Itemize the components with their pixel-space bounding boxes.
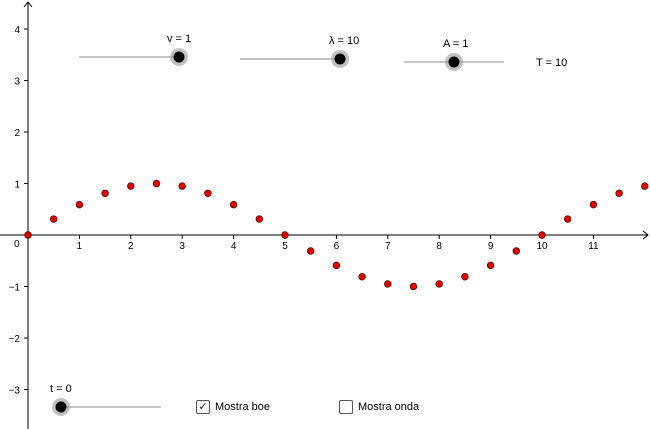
x-tick-label: 4 [231, 241, 237, 252]
slider-t-handle[interactable] [52, 398, 70, 416]
slider-lambda-label: λ = 10 [329, 35, 359, 47]
buoy-point [384, 280, 392, 288]
buoy-point [75, 200, 84, 209]
buoy-point [24, 231, 32, 239]
slider-A-handle[interactable] [445, 53, 463, 71]
origin-label: 0 [14, 239, 20, 250]
slider-t-label: t = 0 [50, 383, 72, 395]
period-label: T = 10 [536, 57, 567, 69]
y-tick-label: −2 [9, 334, 21, 345]
buoy-point [255, 215, 263, 223]
y-tick-label: 1 [14, 180, 20, 191]
y-tick-label: −1 [9, 283, 21, 294]
show-wave-label: Mostra onda [358, 401, 420, 413]
buoy-point [152, 179, 161, 188]
buoy-point [229, 200, 238, 209]
x-tick-label: 8 [436, 241, 442, 252]
buoy-point [641, 182, 649, 190]
show-buoys-checkbox[interactable]: ✓ Mostra boe [196, 400, 270, 414]
x-axis-arrow-icon [642, 230, 649, 240]
show-buoys-label: Mostra boe [215, 401, 271, 413]
x-tick-label: 3 [179, 241, 185, 252]
y-tick-label: 4 [14, 25, 20, 36]
buoy-point [281, 231, 289, 239]
y-tick-label: 3 [14, 77, 20, 88]
buoy-point [178, 182, 186, 190]
slider-v-label: v = 1 [167, 33, 191, 45]
buoy-point [512, 247, 520, 255]
y-tick-label: −3 [9, 386, 21, 397]
buoy-point [615, 189, 623, 197]
x-axis-ticks: 1 2 3 4 5 6 7 8 9 10 11 [77, 235, 599, 252]
x-tick-label: 7 [385, 241, 391, 252]
x-tick-label: 1 [77, 241, 83, 252]
x-tick-label: 6 [334, 241, 340, 252]
checkbox-checked-icon[interactable]: ✓ [196, 400, 210, 414]
buoy-point [409, 282, 418, 291]
y-axis-ticks: 4 3 2 1 −1 −2 −3 [9, 25, 28, 397]
x-tick-label: 9 [488, 241, 494, 252]
buoy-point [538, 231, 546, 239]
buoy-point [307, 247, 315, 255]
slider-v-handle[interactable] [170, 48, 188, 66]
buoy-point [564, 215, 572, 223]
buoy-point [101, 189, 109, 197]
buoy-point [332, 261, 341, 270]
y-axis-arrow-icon [23, 1, 33, 8]
buoy-point [358, 273, 366, 281]
x-tick-label: 2 [128, 241, 134, 252]
buoy-point [461, 273, 469, 281]
slider-A-label: A = 1 [443, 38, 468, 50]
buoy-point [589, 200, 598, 209]
buoy-points [24, 179, 649, 291]
buoy-point [50, 215, 58, 223]
show-wave-checkbox[interactable]: Mostra onda [339, 400, 419, 414]
checkbox-unchecked-icon[interactable] [339, 400, 353, 414]
x-tick-label: 5 [282, 241, 288, 252]
buoy-point [204, 189, 212, 197]
slider-lambda-handle[interactable] [331, 50, 349, 68]
buoy-point [486, 261, 495, 270]
x-tick-label: 10 [536, 241, 548, 252]
buoy-point [127, 182, 135, 190]
x-tick-label: 11 [588, 241, 599, 252]
y-tick-label: 2 [14, 128, 20, 139]
buoy-point [435, 280, 443, 288]
